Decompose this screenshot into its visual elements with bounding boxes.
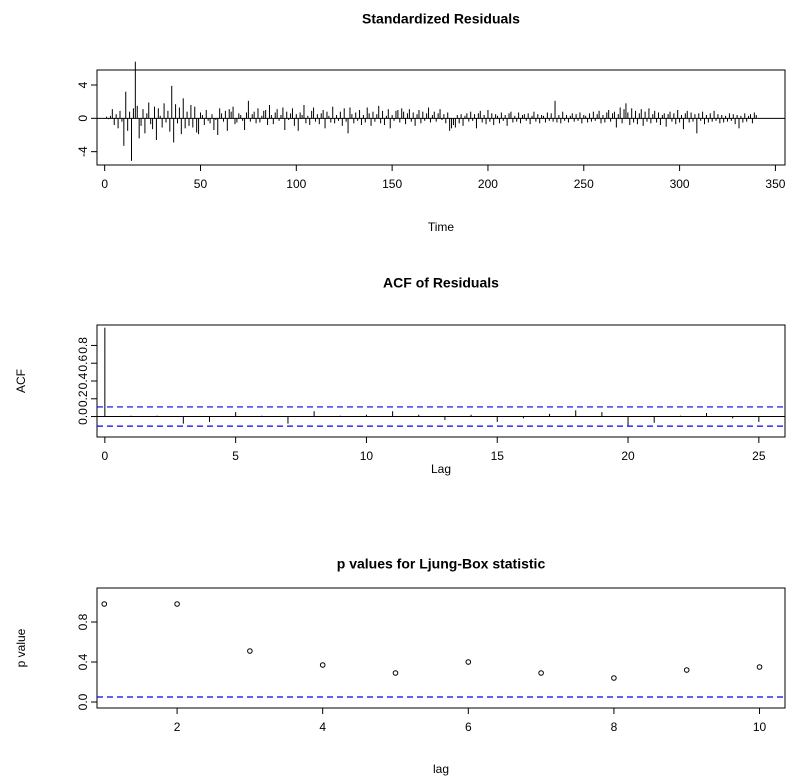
x-tick-label: 20 — [621, 449, 635, 463]
y-tick-label: 0.8 — [76, 613, 90, 630]
y-tick-label: 0.4 — [76, 372, 90, 389]
x-tick-label: 4 — [319, 720, 326, 734]
point — [465, 659, 472, 665]
y-tick-label: 0.8 — [76, 337, 90, 354]
y-tick-label: 0.4 — [76, 653, 90, 670]
x-axis-label: Time — [428, 220, 455, 234]
plot-box — [96, 324, 786, 438]
y-axis-label: ACF — [14, 369, 28, 393]
x-tick-label: 10 — [753, 720, 767, 734]
point — [538, 670, 544, 676]
y-tick-label: 4 — [76, 81, 90, 88]
y-tick-label: 0 — [76, 115, 90, 122]
x-tick-label: 2 — [174, 720, 181, 734]
plot-box — [96, 69, 786, 166]
y-axis-label: p value — [14, 628, 28, 667]
point — [247, 648, 253, 654]
y-tick-label: 0.0 — [76, 693, 90, 710]
point — [101, 601, 108, 607]
x-tick-label: 250 — [574, 177, 594, 191]
y-tick-label: 0.0 — [76, 408, 90, 425]
x-axis-label: Lag — [431, 462, 451, 476]
x-tick-label: 5 — [232, 449, 239, 463]
y-tick-label: 0.6 — [76, 355, 90, 372]
point — [611, 675, 617, 681]
x-tick-label: 25 — [752, 449, 766, 463]
x-tick-label: 8 — [611, 720, 618, 734]
x-axis-label: lag — [433, 762, 449, 776]
x-tick-label: 200 — [478, 177, 498, 191]
x-tick-label: 100 — [286, 177, 306, 191]
y-tick-label: 0.2 — [76, 390, 90, 407]
chart-title: Standardized Residuals — [362, 11, 520, 27]
x-tick-label: 0 — [101, 177, 108, 191]
point — [756, 664, 763, 670]
x-tick-label: 350 — [765, 177, 785, 191]
chart-title: ACF of Residuals — [383, 275, 499, 291]
y-tick-label: -4 — [76, 146, 90, 157]
x-tick-label: 300 — [670, 177, 690, 191]
x-tick-label: 50 — [194, 177, 208, 191]
x-tick-label: 10 — [360, 449, 374, 463]
x-tick-label: 0 — [102, 449, 109, 463]
point — [683, 667, 690, 673]
point — [392, 670, 399, 676]
x-tick-label: 6 — [465, 720, 472, 734]
x-tick-label: 15 — [491, 449, 505, 463]
point — [174, 601, 180, 607]
chart-title: p values for Ljung-Box statistic — [337, 556, 546, 572]
plot-box — [96, 587, 786, 709]
point — [319, 662, 326, 668]
x-tick-label: 150 — [382, 177, 402, 191]
